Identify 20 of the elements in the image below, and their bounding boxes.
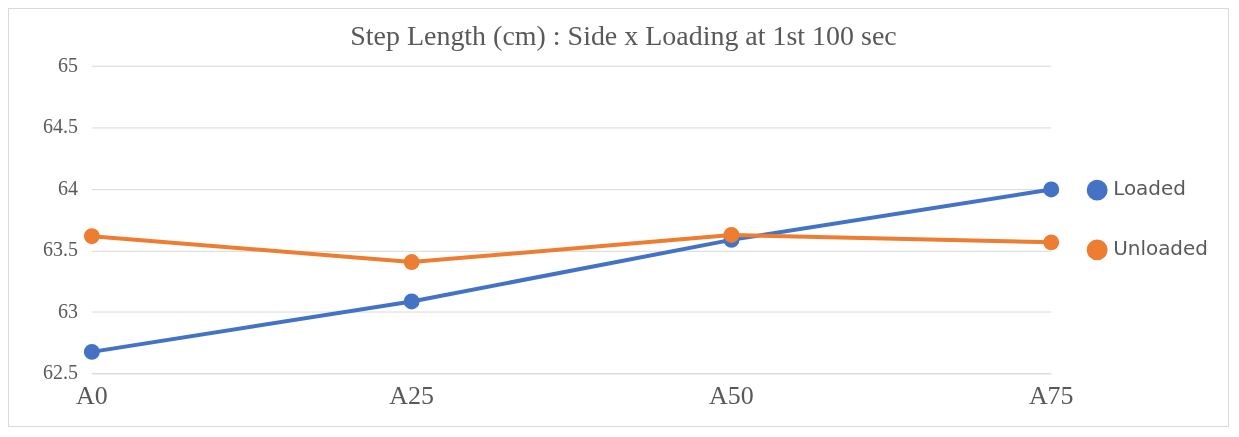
- y-tick-label: 62.5: [42, 361, 78, 384]
- y-tick-label: 63.5: [42, 238, 78, 261]
- x-tick-label: A0: [76, 381, 108, 411]
- point: [723, 226, 740, 243]
- point: [83, 343, 100, 360]
- x-tick-label: A75: [1028, 381, 1074, 411]
- point: [1043, 181, 1060, 198]
- y-tick-label: 64: [57, 176, 78, 199]
- y-tick-label: 64.5: [42, 115, 78, 138]
- point: [83, 228, 100, 245]
- legend-label: Unloaded: [1113, 237, 1208, 261]
- y-tick-label: 65: [57, 53, 78, 76]
- x-tick-label: A50: [709, 381, 754, 411]
- point: [1043, 234, 1060, 251]
- legend-label: Loaded: [1113, 177, 1186, 201]
- x-tick-label: A25: [389, 381, 434, 411]
- point: [403, 293, 420, 310]
- point: [403, 254, 420, 271]
- y-tick-label: 63: [57, 299, 78, 322]
- chart-title: Step Length (cm) : Side x Loading at 1st 100 sec: [350, 20, 897, 51]
